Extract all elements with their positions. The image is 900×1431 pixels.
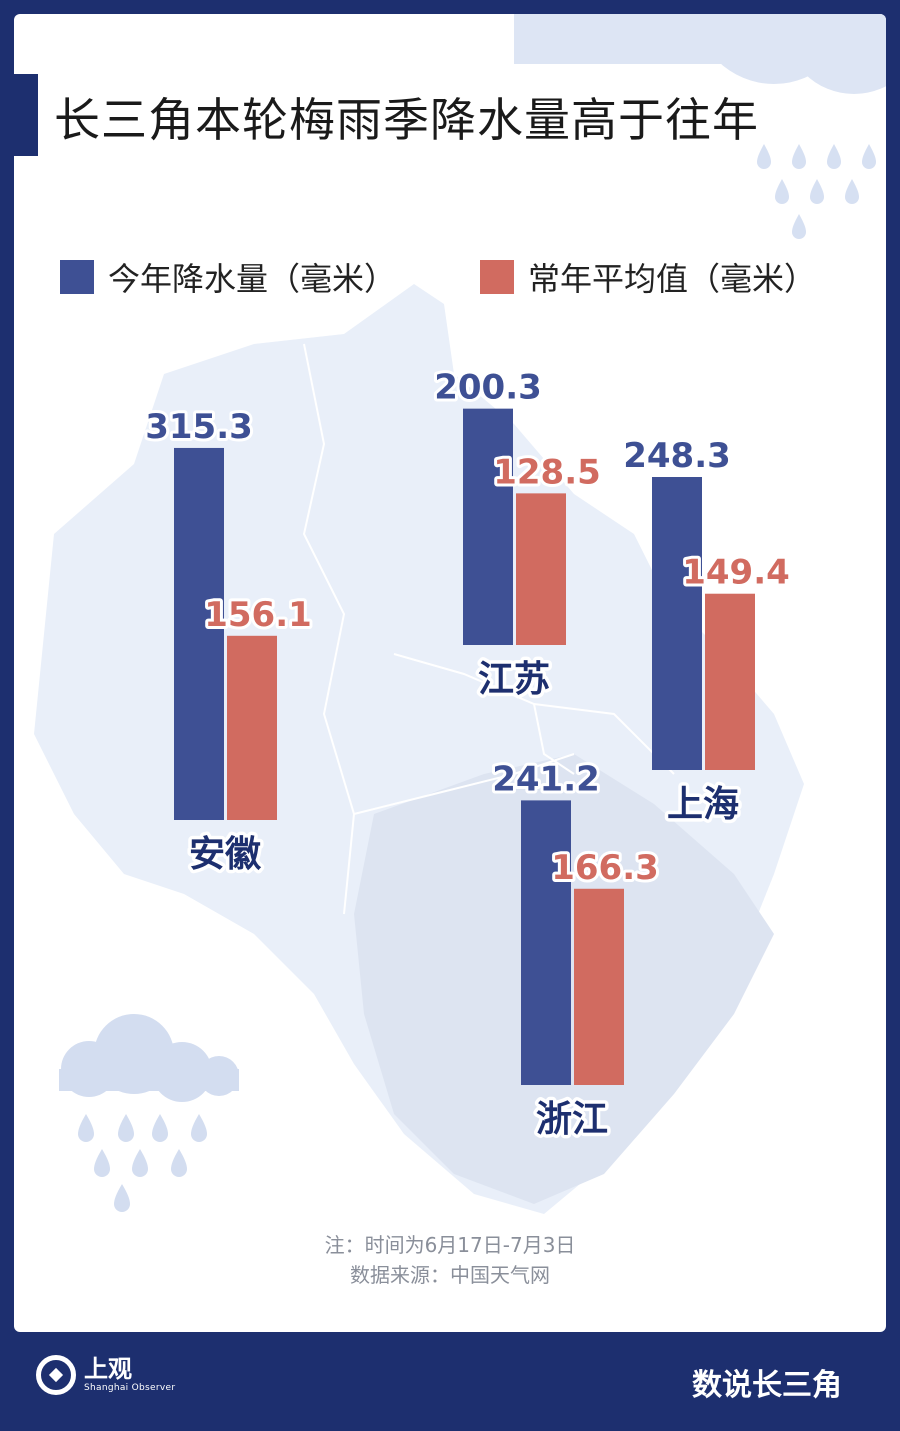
note-period: 注：时间为6月17日-7月3日 xyxy=(324,1233,576,1257)
card: 315.3 156.1 安徽 200.3 128.5 江苏 248.3 149.4 上海 241.… xyxy=(14,14,886,1332)
bars-layer: 315.3 156.1 安徽 200.3 128.5 江苏 248.3 149.4 上海 241.… xyxy=(142,365,793,1144)
legend-swatch-current xyxy=(60,260,94,294)
data-label-anhui-current: 315.3 xyxy=(145,407,253,447)
legend-item-normal: 常年平均值（毫米） xyxy=(480,254,816,300)
brand-name: 上观 xyxy=(84,1355,132,1383)
bar-zhejiang-normal xyxy=(574,888,624,1085)
brand-name-en: Shanghai Observer xyxy=(84,1383,176,1393)
data-label-shanghai-normal: 149.4 xyxy=(682,553,790,593)
category-label-shanghai: 上海 xyxy=(667,784,739,825)
legend-label-normal: 常年平均值（毫米） xyxy=(528,260,817,298)
note-source: 数据来源：中国天气网 xyxy=(350,1263,550,1287)
rain-cloud-icon xyxy=(514,14,886,94)
chart-canvas: 315.3 156.1 安徽 200.3 128.5 江苏 248.3 149.4 上海 241.… xyxy=(34,14,886,1214)
legend-swatch-normal xyxy=(480,260,514,294)
raindrop-icon-group-top xyxy=(757,144,876,239)
bar-shanghai-normal xyxy=(705,593,755,770)
logo-text: 上观 Shanghai Observer xyxy=(84,1356,175,1394)
bar-shanghai-current xyxy=(652,477,702,770)
data-label-zhejiang-normal: 166.3 xyxy=(551,848,659,888)
raindrop-icon-group-bottom xyxy=(78,1114,207,1212)
data-label-zhejiang-current: 241.2 xyxy=(492,759,600,799)
category-label-zhejiang: 浙江 xyxy=(536,1099,608,1140)
logo-icon xyxy=(36,1355,76,1395)
legend: 今年降水量（毫米） 常年平均值（毫米） xyxy=(14,254,886,314)
bar-anhui-normal xyxy=(227,635,277,820)
data-label-jiangsu-current: 200.3 xyxy=(434,368,542,408)
bar-anhui-current xyxy=(174,447,224,820)
category-label-anhui: 安徽 xyxy=(189,834,262,875)
bar-jiangsu-current xyxy=(463,408,513,645)
brand-logo[interactable]: 上观 Shanghai Observer xyxy=(36,1355,175,1395)
category-label-jiangsu: 江苏 xyxy=(478,659,550,700)
rain-cloud-icon-bottom xyxy=(59,1014,239,1102)
legend-label-current: 今年降水量（毫米） xyxy=(108,260,397,298)
bar-jiangsu-normal xyxy=(516,493,566,645)
chart-title: 长三角本轮梅雨季降水量高于往年 xyxy=(54,93,759,147)
title-accent-bar xyxy=(14,74,38,156)
bar-zhejiang-current xyxy=(521,800,571,1085)
province-borders xyxy=(302,343,675,915)
data-label-shanghai-current: 248.3 xyxy=(623,436,731,476)
legend-item-current: 今年降水量（毫米） xyxy=(60,254,396,300)
background-decor xyxy=(34,14,886,1214)
column-name: 数说长三角 xyxy=(692,1368,842,1403)
data-label-jiangsu-normal: 128.5 xyxy=(493,452,601,492)
data-label-anhui-normal: 156.1 xyxy=(204,595,312,635)
